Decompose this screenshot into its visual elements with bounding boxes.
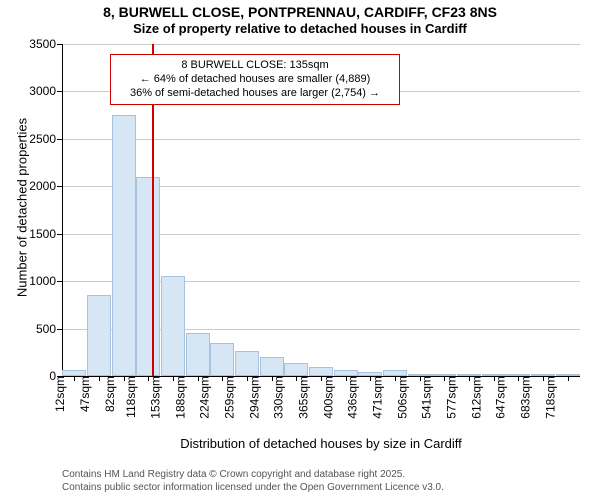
histogram-bar (482, 374, 506, 376)
histogram-bar (432, 374, 456, 376)
histogram-bar (556, 374, 580, 376)
chart-container: 8, BURWELL CLOSE, PONTPRENNAU, CARDIFF, … (0, 0, 600, 500)
histogram-bar (260, 357, 284, 376)
xtick-label: 400sqm (313, 376, 335, 419)
annotation-line-3: 36% of semi-detached houses are larger (… (117, 87, 393, 101)
ytick-label: 2500 (29, 132, 62, 146)
xtick-label: 471sqm (363, 376, 385, 419)
histogram-bar (506, 374, 530, 376)
annotation-box: 8 BURWELL CLOSE: 135sqm← 64% of detached… (110, 54, 400, 105)
gridline (62, 139, 580, 140)
histogram-bar (457, 374, 481, 376)
histogram-bar (161, 276, 185, 376)
xtick-label: 541sqm (412, 376, 434, 419)
histogram-bar (87, 295, 111, 376)
xtick-label: 82sqm (95, 376, 117, 412)
histogram-bar (284, 363, 308, 376)
xtick-label: 294sqm (239, 376, 261, 419)
histogram-bar (334, 370, 358, 376)
title-line-1: 8, BURWELL CLOSE, PONTPRENNAU, CARDIFF, … (0, 4, 600, 21)
histogram-bar (186, 333, 210, 376)
histogram-bar (62, 370, 86, 376)
x-axis-line (62, 376, 580, 377)
histogram-bar (531, 374, 555, 376)
xtick-label: 612sqm (461, 376, 483, 419)
histogram-bar (235, 351, 259, 376)
y-axis-line (62, 44, 63, 376)
plot-area: 050010001500200025003000350012sqm47sqm82… (62, 44, 580, 376)
annotation-line-2: ← 64% of detached houses are smaller (4,… (117, 73, 393, 87)
histogram-bar (309, 367, 333, 376)
histogram-bar (383, 370, 407, 376)
footer-line-2: Contains public sector information licen… (62, 482, 444, 495)
xtick-label: 506sqm (387, 376, 409, 419)
y-axis-label: Number of detached properties (15, 108, 30, 308)
histogram-bar (210, 343, 234, 376)
xtick-label: 153sqm (141, 376, 163, 419)
xtick-label: 683sqm (511, 376, 533, 419)
ytick-label: 2000 (29, 179, 62, 193)
xtick-label: 330sqm (264, 376, 286, 419)
xtick-label: 188sqm (165, 376, 187, 419)
histogram-bar (408, 374, 432, 376)
xtick-label: 577sqm (437, 376, 459, 419)
xtick-label: 259sqm (215, 376, 237, 419)
xtick-label: 118sqm (116, 376, 138, 418)
ytick-label: 500 (36, 322, 62, 336)
ytick-label: 3000 (29, 84, 62, 98)
xtick-label: 436sqm (338, 376, 360, 419)
ytick-label: 1500 (29, 227, 62, 241)
xtick-label: 12sqm (45, 376, 67, 412)
footer-line-1: Contains HM Land Registry data © Crown c… (62, 469, 444, 482)
gridline (62, 44, 580, 45)
chart-title: 8, BURWELL CLOSE, PONTPRENNAU, CARDIFF, … (0, 0, 600, 36)
xtick-label: 647sqm (486, 376, 508, 419)
ytick-label: 3500 (29, 37, 62, 51)
footer-attribution: Contains HM Land Registry data © Crown c… (62, 469, 444, 494)
histogram-bar (136, 177, 160, 376)
xtick-label: 47sqm (70, 376, 92, 412)
annotation-line-1: 8 BURWELL CLOSE: 135sqm (117, 59, 393, 73)
xtick-label: 224sqm (190, 376, 212, 419)
title-line-2: Size of property relative to detached ho… (0, 21, 600, 37)
xtick-label: 718sqm (535, 376, 557, 419)
xtick-label: 365sqm (289, 376, 311, 419)
x-axis-label: Distribution of detached houses by size … (62, 436, 580, 451)
histogram-bar (358, 372, 382, 376)
histogram-bar (112, 115, 136, 376)
ytick-label: 1000 (29, 274, 62, 288)
